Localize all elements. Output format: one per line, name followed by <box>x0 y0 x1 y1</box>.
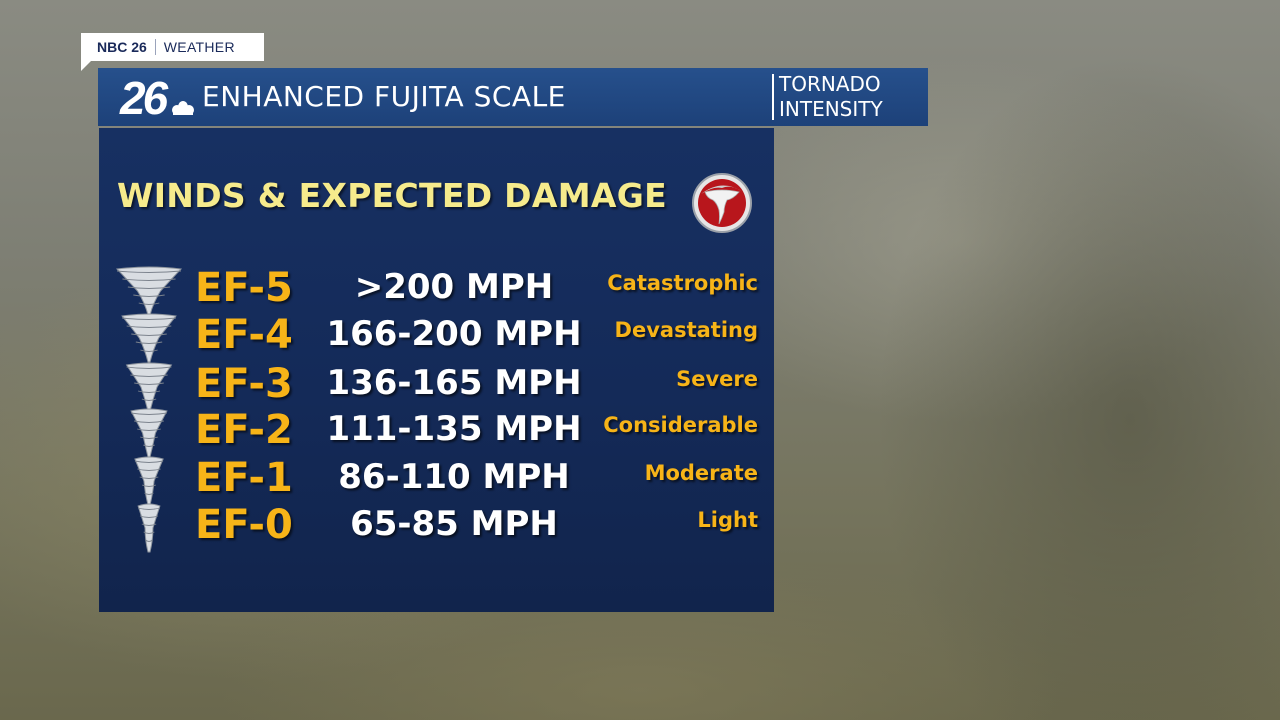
wind-speed-label: 65-85 MPH <box>350 504 558 544</box>
damage-label: Considerable <box>603 413 758 437</box>
tornado-icon <box>137 503 161 553</box>
damage-label: Moderate <box>644 461 758 485</box>
ef-rating-label: EF-5 <box>195 265 293 311</box>
ef-rating-label: EF-1 <box>195 455 293 501</box>
header-divider <box>772 74 774 120</box>
tornado-icon <box>115 266 183 316</box>
panel-title: WINDS & EXPECTED DAMAGE <box>117 176 667 215</box>
tornado-icon <box>125 362 173 412</box>
wind-speed-label: 136-165 MPH <box>326 363 582 403</box>
scale-row-ef-3: EF-3 136-165 MPH Severe <box>99 361 774 412</box>
header-subtitle: TORNADO INTENSITY <box>779 72 919 122</box>
ef-scale-panel: WINDS & EXPECTED DAMAGE EF-5 >200 MPH Cata… <box>99 128 774 612</box>
scale-row-ef-4: EF-4 166-200 MPH Devastating <box>99 312 774 363</box>
damage-label: Devastating <box>614 318 758 342</box>
station-name: NBC 26 <box>97 39 147 55</box>
damage-label: Light <box>697 508 758 532</box>
tornado-icon <box>134 456 164 506</box>
scale-row-ef-1: EF-1 86-110 MPH Moderate <box>99 455 774 506</box>
brand-divider <box>154 39 156 55</box>
scale-row-ef-0: EF-0 65-85 MPH Light <box>99 502 774 553</box>
damage-label: Severe <box>676 367 758 391</box>
ef-rating-label: EF-3 <box>195 361 293 407</box>
station-brand-tag: NBC 26 WEATHER <box>81 33 264 71</box>
header-bar: 26 ENHANCED FUJITA SCALE TORNADO INTENSI… <box>98 68 928 126</box>
wind-speed-label: >200 MPH <box>354 267 554 307</box>
subtitle-line-2: INTENSITY <box>779 97 883 121</box>
scale-row-ef-5: EF-5 >200 MPH Catastrophic <box>99 265 774 316</box>
subtitle-line-1: TORNADO <box>779 72 881 96</box>
wind-speed-label: 166-200 MPH <box>326 314 582 354</box>
page-title: ENHANCED FUJITA SCALE <box>202 80 566 113</box>
scale-row-ef-2: EF-2 111-135 MPH Considerable <box>99 407 774 458</box>
damage-label: Catastrophic <box>607 271 758 295</box>
channel-logo: 26 <box>120 72 168 124</box>
tornado-icon <box>121 313 177 363</box>
ef-rating-label: EF-2 <box>195 407 293 453</box>
tornado-warning-badge-icon <box>692 173 752 233</box>
ef-rating-label: EF-0 <box>195 502 293 548</box>
ef-rating-label: EF-4 <box>195 312 293 358</box>
tornado-icon <box>130 408 168 458</box>
peacock-icon <box>172 101 194 115</box>
wind-speed-label: 111-135 MPH <box>326 409 582 449</box>
wind-speed-label: 86-110 MPH <box>338 457 570 497</box>
section-name: WEATHER <box>163 39 235 55</box>
